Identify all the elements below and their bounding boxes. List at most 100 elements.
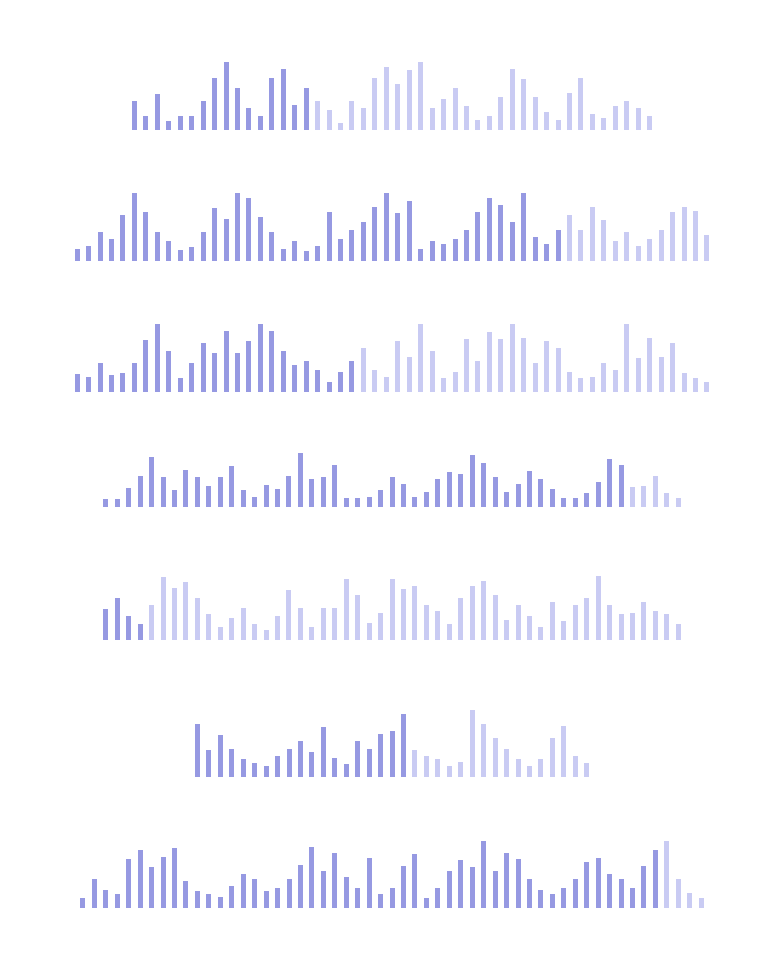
waveform-bar [286,476,292,507]
waveform-bar [458,474,464,507]
waveform-bar [469,586,475,640]
waveform-bar [80,898,86,908]
waveform-bar [286,749,292,777]
waveform-bar [429,241,435,261]
waveform-bar [343,764,349,777]
waveform-bar [704,382,710,392]
waveform-bar [475,361,481,392]
waveform-bar [406,357,412,392]
waveform-bar [280,351,286,392]
waveform-bar [263,891,269,908]
waveform-bar [515,484,521,507]
waveform-bar [349,230,355,261]
waveform-bar [492,595,498,640]
waveform-bar [200,101,206,130]
waveform-bar [74,374,80,392]
waveform-bar [286,879,292,908]
waveform-bar [74,249,80,261]
waveform-bar [504,853,509,908]
waveform-bar [572,605,578,640]
waveform-bar [229,749,235,777]
waveform-bar [217,627,223,640]
waveform-bar [172,848,177,908]
waveform-bar [681,207,687,261]
waveform-bar [234,193,240,261]
waveform-bar [526,766,532,777]
waveform-bar [561,726,567,777]
waveform-bar [555,348,561,392]
waveform-bar [297,608,303,640]
waveform-bar [532,363,538,392]
waveform-bar [429,108,435,130]
waveform-bar [183,470,189,507]
waveform-bar [315,246,321,261]
waveform-bar [441,99,446,130]
waveform-bar [435,888,441,908]
waveform-bar [675,879,681,908]
waveform-bar [240,759,246,777]
waveform-bar [675,624,681,640]
waveform-bar [400,866,406,908]
waveform-bar [160,857,166,908]
waveform-bar [166,121,172,130]
waveform-bar [177,116,183,130]
waveform-bar [212,78,217,130]
waveform-bar [217,735,223,777]
waveform-bar [383,67,389,130]
waveform-bar [406,70,412,130]
waveform-bar [475,212,481,261]
waveform-bar [406,201,412,261]
waveform-bar [526,471,532,507]
waveform-bar [297,865,303,908]
waveform-bar [114,499,120,507]
waveform-bar [504,749,509,777]
waveform-bar [109,239,114,261]
waveform-bar [652,850,658,908]
waveform-bar [647,239,653,261]
waveform-bar [567,215,572,261]
waveform-bar [412,750,418,777]
waveform-bar [469,867,475,908]
waveform-bar [343,498,349,507]
waveform-bar [458,762,464,777]
waveform-bar [349,101,355,130]
waveform-bar [366,858,372,908]
waveform-bar [246,198,252,261]
waveform-bar [200,343,206,392]
waveform-bar [549,738,555,777]
waveform-bar [538,890,544,908]
waveform-bar [412,586,418,640]
waveform-bar [492,871,498,908]
waveform-bar [589,377,595,392]
waveform-bar [486,198,492,261]
waveform-bar [589,114,595,130]
waveform-bar [423,898,429,908]
waveform-bar [389,477,395,507]
waveform-bar [652,611,658,640]
waveform-bar [378,613,383,640]
waveform-bar [292,365,298,392]
waveform-bar [275,489,280,507]
waveform-bar [280,249,286,261]
waveform-bar [538,627,544,640]
waveform-bar [469,710,475,777]
waveform-bar [137,624,143,640]
waveform-bar [612,241,618,261]
waveform-bar [366,497,372,507]
waveform-bar [607,459,612,507]
waveform-bar [378,734,384,777]
waveform-bar [469,455,475,507]
waveform-bar [509,222,515,261]
waveform-bar [166,241,172,261]
waveform-bar [618,614,624,640]
waveform-bar [338,372,343,392]
waveform-bar [612,370,618,392]
waveform-bar [441,378,446,392]
waveform-bar [504,492,509,507]
waveform-bar [521,193,527,261]
waveform-bar [687,893,693,908]
waveform-bar [206,894,212,908]
waveform-bar [492,738,498,777]
waveform-bar [366,623,372,640]
waveform-bar [664,841,670,908]
